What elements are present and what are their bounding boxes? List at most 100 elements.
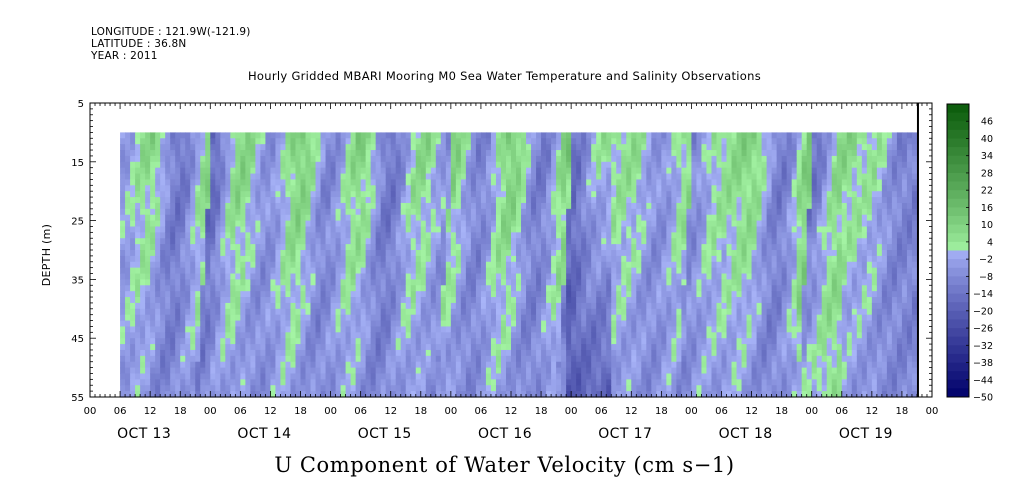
heat-cell (230, 361, 236, 369)
heat-cell (561, 185, 567, 192)
heat-cell (335, 173, 342, 181)
heat-cell (280, 185, 287, 192)
heat-cell (275, 373, 282, 380)
heat-cell (430, 367, 437, 375)
heat-cell (205, 326, 211, 333)
heat-cell (240, 373, 246, 380)
heat-cell (556, 144, 562, 151)
heat-cell (175, 338, 181, 345)
heat-cell (511, 355, 517, 363)
heat-cell (170, 179, 176, 186)
heat-cell (556, 191, 562, 198)
heat-cell (656, 173, 662, 181)
heat-cell (220, 261, 226, 269)
heat-cell (175, 279, 181, 286)
heat-cell (551, 138, 557, 145)
heat-cell (235, 273, 241, 280)
heat-cell (385, 273, 392, 280)
heat-cell (120, 197, 126, 204)
heat-cell (350, 155, 357, 163)
heat-cell (375, 179, 382, 186)
heat-cell (581, 232, 587, 239)
heat-cell (521, 267, 527, 275)
heat-cell (666, 361, 672, 369)
heat-cell (375, 226, 382, 233)
heat-cell (405, 302, 412, 310)
heat-cell (395, 385, 402, 392)
heat-cell (350, 297, 357, 304)
heat-cell (571, 197, 577, 204)
heat-cell (435, 297, 442, 304)
heat-cell (275, 349, 282, 357)
heat-cell (536, 320, 542, 328)
heat-cell (536, 208, 542, 216)
heat-cell (370, 167, 377, 175)
heat-cell (335, 167, 342, 175)
heat-cell (480, 220, 487, 228)
heat-cell (185, 391, 191, 398)
heat-cell (340, 326, 347, 333)
heat-cell (385, 202, 392, 210)
heat-cell (576, 179, 582, 186)
heat-cell (425, 338, 432, 345)
heat-cell (255, 161, 261, 169)
heat-cell (360, 244, 367, 251)
heat-cell (310, 155, 317, 163)
heat-cell (480, 261, 487, 269)
heat-cell (345, 155, 352, 163)
heat-cell (490, 191, 497, 198)
heat-cell (245, 214, 251, 222)
heat-cell (470, 255, 477, 263)
heat-cell (235, 355, 241, 363)
heat-cell (445, 291, 452, 298)
heat-cell (671, 155, 677, 163)
heat-cell (586, 161, 592, 169)
heat-cell (315, 267, 322, 275)
heat-cell (636, 361, 642, 369)
heat-cell (606, 391, 612, 398)
heat-cell (135, 261, 141, 269)
heat-cell (330, 208, 337, 216)
heat-cell (531, 379, 537, 386)
heat-cell (430, 226, 437, 233)
heat-cell (566, 250, 572, 257)
heat-cell (145, 279, 151, 286)
heat-cell (135, 155, 141, 163)
heat-cell (250, 279, 256, 286)
heat-cell (275, 391, 282, 398)
heat-cell (385, 244, 392, 251)
heat-cell (611, 197, 617, 204)
heat-cell (646, 226, 652, 233)
heat-cell (275, 226, 282, 233)
heat-cell (365, 273, 372, 280)
heat-cell (576, 202, 582, 210)
heat-cell (310, 297, 317, 304)
heat-cell (450, 308, 457, 316)
heat-cell (626, 155, 632, 163)
heat-cell (440, 285, 447, 292)
heat-cell (160, 314, 166, 322)
heat-cell (526, 355, 532, 363)
heat-cell (245, 161, 251, 169)
heat-cell (495, 185, 502, 192)
heat-cell (370, 273, 377, 280)
heat-cell (260, 344, 267, 351)
heat-cell (440, 338, 447, 345)
heat-cell (165, 238, 171, 245)
heat-cell (455, 132, 462, 139)
heat-cell (591, 344, 597, 351)
heat-cell (185, 144, 191, 151)
heat-cell (120, 297, 126, 304)
heat-cell (150, 379, 156, 386)
heat-cell (265, 297, 272, 304)
heat-cell (325, 155, 332, 163)
heat-cell (260, 226, 267, 233)
heat-cell (380, 226, 387, 233)
heat-cell (390, 255, 397, 263)
heat-cell (470, 173, 477, 181)
heat-cell (505, 355, 512, 363)
heat-cell (475, 326, 482, 333)
heat-cell (611, 261, 617, 269)
heat-cell (556, 332, 562, 339)
heat-cell (516, 261, 522, 269)
